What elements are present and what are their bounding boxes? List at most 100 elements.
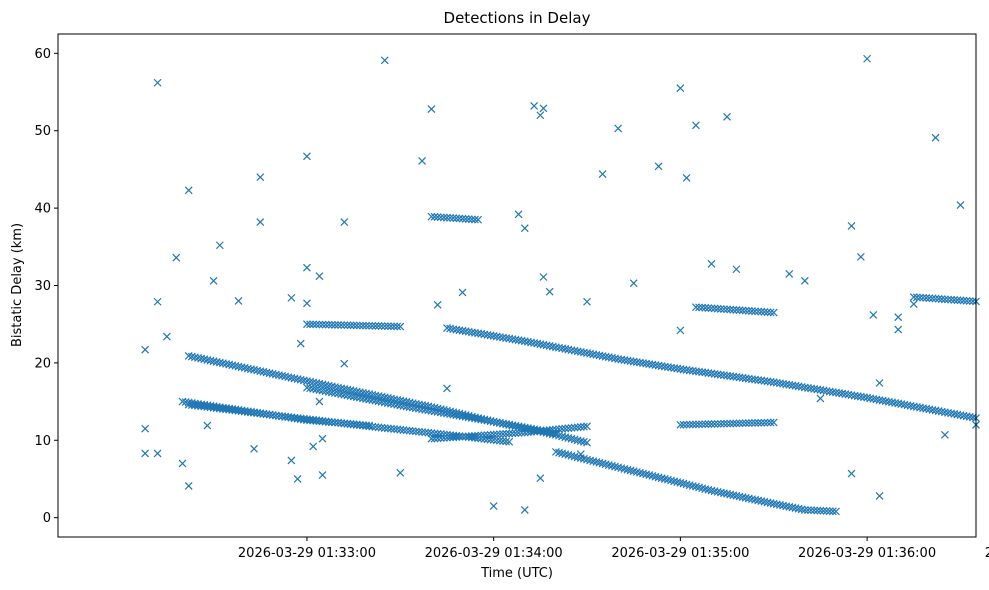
data-point <box>411 404 420 413</box>
data-point <box>464 432 473 441</box>
data-point <box>443 433 451 442</box>
data-point <box>692 420 700 429</box>
data-point <box>190 353 199 362</box>
data-point <box>508 335 517 344</box>
data-point <box>629 279 638 288</box>
data-point <box>825 387 834 396</box>
data-point <box>735 373 744 382</box>
data-point <box>315 379 324 388</box>
data-point <box>956 411 965 420</box>
data-point <box>480 330 489 339</box>
data-point <box>794 382 803 391</box>
data-point <box>751 495 759 504</box>
data-point <box>716 419 725 428</box>
data-point <box>321 381 330 389</box>
data-point <box>505 334 514 343</box>
data-point <box>968 413 977 422</box>
data-point <box>427 406 436 415</box>
data-point <box>648 360 657 369</box>
data-point <box>940 295 949 304</box>
data-point <box>206 356 215 365</box>
data-point <box>726 305 735 314</box>
data-point <box>713 487 722 496</box>
data-point <box>315 386 324 394</box>
data-point <box>523 337 532 346</box>
data-point <box>856 252 865 261</box>
data-point <box>704 304 713 312</box>
data-point <box>321 320 330 329</box>
data-point <box>461 412 470 421</box>
data-point <box>726 490 735 499</box>
data-point <box>495 430 504 439</box>
data-point <box>495 418 504 427</box>
data-point <box>483 416 492 425</box>
data-point <box>200 355 209 364</box>
data-point <box>427 212 436 221</box>
data-point <box>760 308 769 316</box>
data-point <box>847 469 856 478</box>
data-point <box>368 321 377 330</box>
data-point <box>514 336 523 345</box>
data-point <box>757 497 766 506</box>
data-point <box>141 345 150 354</box>
data-point <box>953 296 962 305</box>
data-point <box>303 299 311 308</box>
data-point <box>368 396 377 405</box>
data-point <box>654 361 663 370</box>
data-point <box>751 375 759 384</box>
data-point <box>505 420 514 429</box>
data-point <box>726 372 735 381</box>
data-point <box>455 326 464 335</box>
data-point <box>682 366 691 374</box>
data-point <box>520 428 529 437</box>
data-point <box>374 423 383 432</box>
data-point <box>471 328 479 337</box>
data-point <box>645 360 654 368</box>
data-point <box>530 427 539 436</box>
data-point <box>878 396 887 405</box>
data-point <box>243 364 252 373</box>
data-point <box>729 372 738 381</box>
data-point <box>720 489 728 498</box>
data-point <box>492 332 501 341</box>
data-point <box>499 419 507 428</box>
data-point <box>710 487 719 496</box>
data-point <box>203 355 212 364</box>
data-point <box>265 369 274 378</box>
data-point <box>309 442 318 451</box>
data-point <box>707 259 716 268</box>
data-point <box>505 429 514 438</box>
data-point <box>819 506 828 515</box>
data-point <box>679 365 688 374</box>
data-point <box>953 410 962 419</box>
data-point <box>720 371 728 380</box>
data-point <box>327 320 336 329</box>
data-point <box>387 399 395 408</box>
data-point <box>268 369 277 378</box>
data-point <box>863 54 872 63</box>
data-point <box>888 398 896 407</box>
data-point <box>875 492 884 500</box>
data-point <box>387 424 395 433</box>
data-point <box>760 497 769 506</box>
data-point <box>583 349 591 358</box>
data-point <box>539 340 548 349</box>
data-point <box>583 422 591 431</box>
data-point <box>343 391 352 400</box>
data-point <box>701 368 710 377</box>
data-point <box>682 174 691 182</box>
data-point <box>866 394 875 403</box>
x-axis: 2026-03-29 01:33:00 2026-03-29 01:34:00 20… <box>238 537 989 561</box>
data-point <box>654 162 663 171</box>
data-point <box>732 306 741 314</box>
data-point <box>720 305 728 314</box>
data-point <box>315 272 324 281</box>
data-point <box>315 397 324 406</box>
data-point <box>337 384 346 393</box>
data-point <box>807 506 815 515</box>
data-point <box>318 471 327 480</box>
data-point <box>542 341 551 350</box>
data-point <box>436 408 445 417</box>
data-point <box>922 404 931 413</box>
data-point <box>340 359 349 368</box>
